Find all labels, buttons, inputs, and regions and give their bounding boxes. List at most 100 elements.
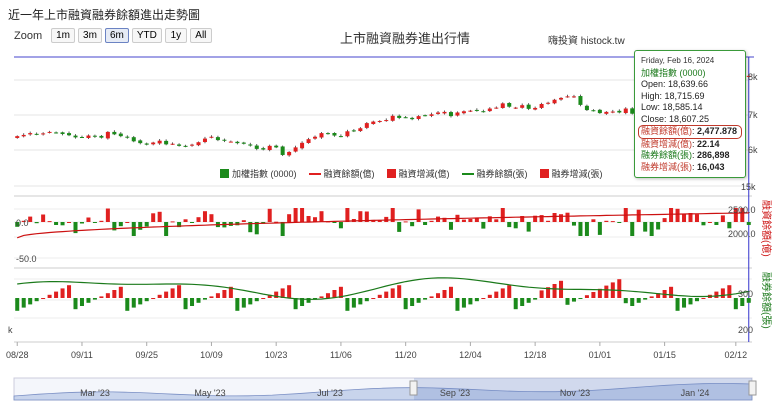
- margin-change-bar: [319, 211, 324, 222]
- margin-change-bar: [293, 208, 298, 222]
- legend-box-icon: [386, 169, 396, 178]
- short-change-bar: [118, 286, 123, 298]
- margin-change-bar: [403, 221, 408, 223]
- short-axis-title: 融券餘額(張): [760, 272, 773, 329]
- short-change-bar: [358, 298, 363, 305]
- candle: [300, 142, 305, 149]
- candle: [54, 132, 59, 134]
- candle: [21, 134, 26, 137]
- margin-change-bar: [630, 222, 635, 236]
- candle: [47, 131, 52, 133]
- short-change-bar: [694, 298, 699, 302]
- margin-change-bar: [47, 221, 52, 223]
- margin-change-bar: [384, 216, 389, 222]
- short-change-bar: [636, 298, 641, 303]
- short-left-tick: k: [8, 325, 13, 335]
- candle: [617, 110, 622, 113]
- margin-change-bar: [21, 220, 26, 222]
- x-tick-label: 11/20: [395, 350, 417, 360]
- candle: [319, 133, 324, 138]
- legend-box-icon: [539, 169, 549, 178]
- legend-item-short-balance[interactable]: 融券餘額(張): [461, 167, 528, 180]
- candle: [539, 103, 544, 108]
- margin-change-bar: [461, 219, 466, 222]
- navigator-handle-left[interactable]: [409, 380, 418, 396]
- zoom-1y-button[interactable]: 1y: [164, 28, 187, 43]
- candle: [591, 110, 596, 112]
- margin-change-bar: [423, 222, 428, 225]
- tooltip-series: 加權指數 (0000): [641, 67, 706, 78]
- legend-item-margin-balance[interactable]: 融資餘額(億): [308, 167, 375, 180]
- short-change-series: [15, 277, 751, 311]
- candle: [604, 111, 609, 114]
- candle: [397, 115, 402, 118]
- legend-line-icon: [308, 172, 321, 175]
- margin-change-bar: [727, 222, 732, 229]
- margin-change-bar: [591, 219, 596, 222]
- zoom-3m-button[interactable]: 3m: [78, 28, 102, 43]
- short-change-bar: [131, 298, 136, 308]
- margin-change-bar: [597, 222, 602, 235]
- legend-line-icon: [461, 172, 474, 175]
- short-change-bar: [371, 298, 376, 299]
- candle: [487, 108, 492, 112]
- margin-change-bar: [157, 211, 162, 222]
- short-change-bar: [390, 288, 395, 298]
- margin-change-bar: [151, 213, 156, 222]
- short-change-bar: [79, 298, 84, 306]
- short-balance-line: [17, 277, 749, 300]
- legend-item-index[interactable]: 加權指數 (0000): [220, 167, 297, 180]
- short-change-bar: [92, 298, 97, 300]
- candle: [267, 145, 272, 151]
- navigator-handle-right[interactable]: [748, 380, 757, 396]
- candle: [332, 132, 337, 136]
- zoom-1m-button[interactable]: 1m: [51, 28, 76, 43]
- candle: [99, 135, 104, 138]
- margin-change-bar: [707, 222, 712, 223]
- tooltip: Friday, Feb 16, 2024 加權指數 (0000) Open: 1…: [634, 50, 746, 178]
- navigator: Mar '23 May '23 Jul '23 Sep '23 Nov '23 Jan '…: [13, 377, 757, 401]
- zoom-ytd-button[interactable]: YTD: [131, 28, 162, 43]
- candle: [371, 121, 376, 125]
- candle: [623, 108, 628, 114]
- tooltip-value: 22.14: [697, 138, 720, 149]
- candle: [500, 103, 505, 108]
- candle: [513, 107, 518, 109]
- candle: [610, 111, 615, 113]
- candle: [118, 133, 123, 137]
- margin-change-bar: [533, 215, 538, 222]
- tooltip-value: 16,043: [697, 161, 725, 172]
- margin-change-bar: [397, 222, 402, 232]
- short-change-bar: [682, 298, 687, 308]
- margin-change-bar: [105, 208, 110, 222]
- candle: [79, 137, 84, 139]
- legend-item-margin-change[interactable]: 融資增減(億): [386, 167, 450, 180]
- short-change-bar: [571, 298, 576, 302]
- short-change-bar: [319, 296, 324, 298]
- short-change-bar: [151, 298, 156, 299]
- legend-item-short-change[interactable]: 融券增減(張): [539, 167, 603, 180]
- short-change-bar: [209, 296, 214, 298]
- short-change-bar: [287, 285, 292, 298]
- margin-change-bar: [28, 216, 33, 222]
- tooltip-label: 融資餘額(億): [641, 126, 692, 136]
- margin-change-bar: [60, 222, 65, 226]
- tooltip-date: Friday, Feb 16, 2024: [641, 56, 715, 65]
- margin-change-bar: [410, 222, 415, 227]
- candle: [144, 143, 149, 145]
- short-change-bar: [675, 298, 680, 311]
- short-change-bar: [112, 290, 117, 298]
- zoom-all-button[interactable]: All: [189, 28, 212, 43]
- zoom-6m-button[interactable]: 6m: [104, 28, 129, 43]
- margin-change-bar: [416, 209, 421, 222]
- margin-change-bar: [733, 208, 738, 222]
- short-change-bar: [487, 294, 492, 298]
- tooltip-value: 286,898: [697, 150, 730, 160]
- margin-change-bar: [92, 222, 97, 223]
- margin-change-bar: [539, 215, 544, 222]
- margin-change-bar: [494, 219, 499, 222]
- candle: [183, 145, 188, 147]
- short-change-bar: [15, 298, 20, 311]
- candle: [584, 105, 589, 111]
